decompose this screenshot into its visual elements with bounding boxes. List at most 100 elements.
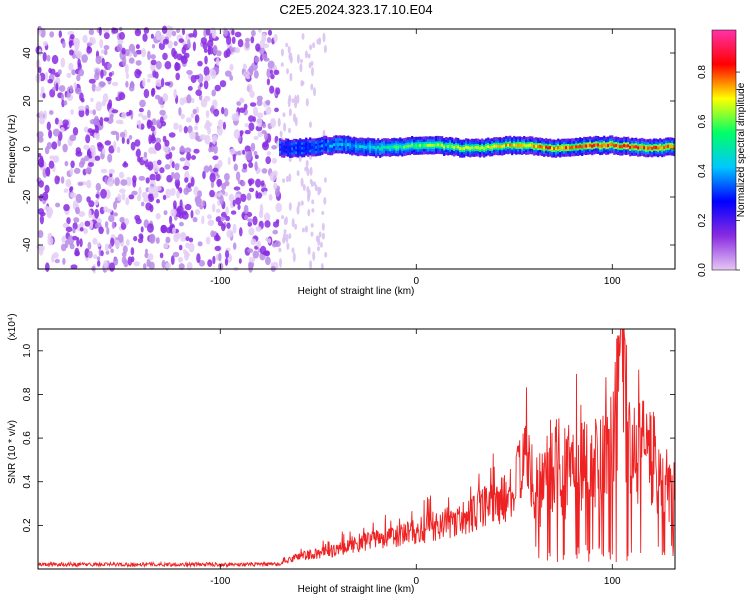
- noise-cell: [104, 221, 109, 229]
- noise-cell: [42, 191, 49, 201]
- noise-cell: [38, 66, 42, 74]
- noise-cell: [265, 106, 272, 115]
- noise-cell: [269, 171, 277, 182]
- noise-cell: [190, 177, 195, 187]
- noise-cell: [261, 130, 267, 135]
- noise-cell: [190, 210, 194, 219]
- noise-cell: [121, 136, 125, 144]
- noise-cell: [87, 250, 93, 259]
- noise-cell: [283, 218, 287, 226]
- ridge-cell: [663, 146, 666, 150]
- noise-cell: [111, 221, 116, 229]
- noise-cell: [232, 242, 237, 250]
- noise-cell: [157, 159, 162, 166]
- noise-cell: [42, 92, 46, 99]
- noise-cell: [72, 228, 76, 234]
- noise-cell: [240, 193, 247, 203]
- ridge-cell: [419, 144, 422, 148]
- noise-cell: [207, 259, 213, 267]
- ridge-cell: [575, 145, 578, 149]
- noise-cell: [92, 237, 98, 245]
- ridge-cell: [287, 146, 290, 150]
- noise-cell: [217, 119, 224, 128]
- noise-cell: [272, 221, 280, 228]
- noise-cell: [154, 142, 162, 151]
- noise-cell: [91, 83, 96, 92]
- noise-cell: [100, 49, 105, 54]
- noise-cell: [74, 47, 79, 56]
- bottom-x-axis-label: Height of straight line (km): [298, 584, 415, 595]
- noise-cell: [138, 119, 142, 130]
- noise-cell: [148, 233, 156, 244]
- noise-cell: [88, 162, 94, 167]
- y-tick-label: 0.4: [22, 474, 33, 488]
- x-tick-label: 100: [604, 576, 621, 587]
- ridge-cell: [305, 145, 308, 149]
- noise-cell: [174, 163, 180, 171]
- noise-cell: [266, 37, 272, 44]
- noise-cell: [62, 40, 66, 49]
- noise-cell: [78, 105, 85, 111]
- noise-cell: [286, 68, 289, 75]
- ridge-cell: [447, 145, 450, 148]
- noise-cell: [253, 70, 259, 79]
- ridge-cell: [297, 147, 300, 150]
- noise-cell: [114, 239, 120, 249]
- noise-cell: [175, 72, 180, 81]
- noise-cell: [45, 71, 49, 82]
- noise-cell: [237, 204, 241, 211]
- noise-cell: [134, 68, 142, 79]
- noise-cell: [291, 218, 295, 228]
- noise-cell: [225, 206, 229, 215]
- noise-cell: [262, 141, 269, 151]
- top-x-ticks: -100 0 100: [210, 29, 621, 287]
- colorbar-tick-label: 0.2: [697, 213, 708, 227]
- noise-cell: [198, 260, 205, 267]
- noise-cell: [279, 258, 282, 268]
- noise-cell: [147, 109, 151, 119]
- noise-cell: [38, 180, 44, 188]
- noise-cell: [117, 233, 124, 243]
- noise-cell: [304, 225, 308, 233]
- noise-cell: [191, 155, 196, 160]
- noise-cell: [259, 203, 264, 214]
- noise-cell: [215, 216, 222, 223]
- noise-cell: [173, 233, 180, 243]
- noise-cell: [92, 109, 96, 116]
- noise-cell: [86, 196, 91, 203]
- ridge-cell: [317, 145, 320, 149]
- noise-cell: [42, 52, 47, 62]
- noise-cell: [199, 82, 203, 88]
- ridge-cell: [453, 146, 456, 149]
- noise-cell: [95, 222, 102, 229]
- noise-cell: [76, 74, 81, 82]
- noise-cell: [79, 227, 84, 232]
- noise-cell: [150, 59, 157, 66]
- noise-cell: [81, 54, 88, 63]
- ridge-cell: [585, 144, 588, 148]
- noise-cell: [269, 69, 273, 74]
- ridge-cell: [321, 144, 324, 148]
- noise-cell: [202, 200, 206, 207]
- noise-cell: [65, 226, 73, 233]
- ridge-cell: [583, 144, 586, 148]
- y-tick-label: 0.8: [22, 387, 33, 401]
- ridge-cell: [361, 145, 364, 149]
- noise-cell: [60, 93, 65, 102]
- noise-cell: [203, 66, 210, 77]
- snr-frame: [37, 328, 676, 570]
- noise-cell: [194, 74, 200, 80]
- noise-cell: [214, 84, 221, 92]
- noise-cell: [37, 230, 44, 238]
- noise-cell: [86, 179, 92, 189]
- noise-cell: [231, 36, 236, 44]
- noise-cell: [47, 78, 53, 84]
- ridge-cell: [301, 146, 304, 150]
- noise-cell: [46, 54, 51, 62]
- noise-cell: [142, 77, 146, 88]
- noise-cell: [263, 190, 267, 196]
- noise-cell: [66, 93, 71, 98]
- noise-cell: [240, 180, 246, 187]
- y-tick-label: 1.0: [22, 343, 33, 357]
